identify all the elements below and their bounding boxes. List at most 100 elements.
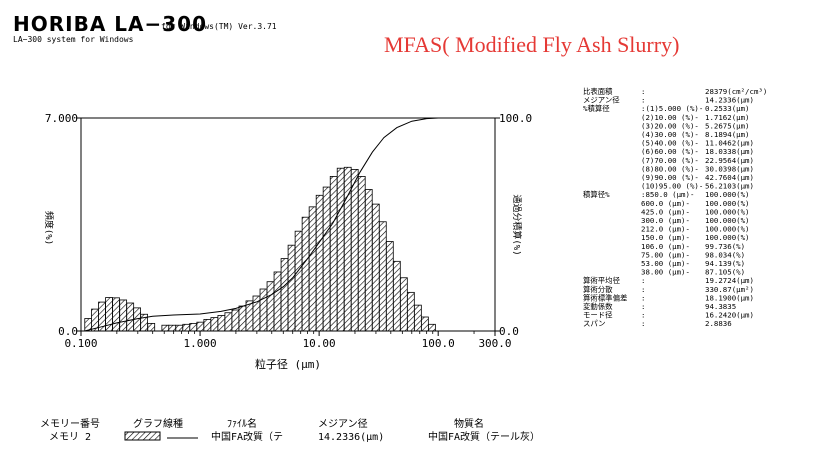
legend-memory-number: メモリ 2 xyxy=(49,432,91,443)
y-right-tick-label: 100.0 xyxy=(499,112,532,125)
stats-spec: (8)80.00 (%)- xyxy=(641,164,699,173)
stats-value: 2.8836 xyxy=(705,319,732,328)
frequency-bar xyxy=(182,323,191,332)
stats-label: 算術標準偏差 xyxy=(583,293,627,302)
legend-file-name: 中国FA改質（テ xyxy=(211,430,283,443)
stats-value: 11.0462(μm) xyxy=(705,139,754,148)
stats-value: 87.105(%) xyxy=(705,268,745,277)
legend-header-material: 物質名 xyxy=(454,417,484,430)
frequency-bar xyxy=(266,281,275,332)
stats-value: 30.0398(μm) xyxy=(705,164,754,173)
stats-spec: (10)95.00 (%)- xyxy=(641,182,703,191)
stats-label: 比表面積 xyxy=(583,87,613,96)
stats-value: 100.000(%) xyxy=(705,190,750,199)
stats-value: 100.000(%) xyxy=(705,225,750,234)
stats-spec: 106.0 (μm)- xyxy=(641,242,690,251)
stats-spec: 300.0 (μm)- xyxy=(641,216,690,225)
stats-value: 0.2533(μm) xyxy=(705,104,750,113)
y-left-tick-label: 7.000 xyxy=(45,112,78,125)
stats-spec: : xyxy=(641,293,645,302)
stats-label: 算術平均径 xyxy=(583,276,621,285)
frequency-bar xyxy=(287,244,296,332)
legend-table: メモリー番号 グラフ線種 ﾌｧｲﾙ名 メジアン径 物質名 メモリ 2 中国FA改… xyxy=(40,417,540,443)
stats-value: 42.7604(μm) xyxy=(705,173,754,182)
stats-spec: (6)60.00 (%)- xyxy=(641,147,699,156)
frequency-bar xyxy=(407,291,415,332)
stats-spec: (7)70.00 (%)- xyxy=(641,156,699,165)
stats-spec: (5)40.00 (%)- xyxy=(641,139,699,148)
legend-header-median: メジアン径 xyxy=(318,417,368,430)
stats-spec: : xyxy=(641,285,645,294)
frequency-bar xyxy=(175,324,184,332)
y-axis-left-title: 頻度(%) xyxy=(43,211,55,245)
frequency-bar xyxy=(385,241,394,332)
frequency-bar xyxy=(399,277,408,332)
stats-label: モード径 xyxy=(583,311,613,320)
stats-spec: (3)20.00 (%)- xyxy=(641,121,699,130)
stats-spec: (2)10.00 (%)- xyxy=(641,113,699,122)
stats-label: メジアン径 xyxy=(583,96,620,105)
stats-value: 16.2420(μm) xyxy=(705,311,754,320)
stats-value: 330.87(μm²) xyxy=(705,285,754,294)
stats-spec: : xyxy=(641,302,645,311)
stats-spec: 212.0 (μm)- xyxy=(641,225,690,234)
stats-value: 98.034(%) xyxy=(705,250,745,259)
legend-material-name: 中国FA改質（テール灰） xyxy=(428,430,540,443)
stats-spec: :850.0 (μm)- xyxy=(641,190,694,199)
frequency-bar xyxy=(119,299,128,332)
brand-version: for Windows(TM) Ver.3.71 xyxy=(161,22,277,31)
stats-spec: 425.0 (μm)- xyxy=(641,207,690,216)
frequency-bar xyxy=(428,323,436,332)
frequency-bar xyxy=(203,319,212,332)
frequency-bar xyxy=(238,305,247,332)
frequency-bar xyxy=(336,167,345,332)
stats-value: 1.7162(μm) xyxy=(705,113,750,122)
frequency-bar xyxy=(273,271,282,332)
stats-value: 28379(cm²/cm³) xyxy=(705,87,767,96)
stats-spec: 150.0 (μm)- xyxy=(641,233,690,242)
stats-spec: : xyxy=(641,319,645,328)
frequency-bar xyxy=(126,302,135,332)
frequency-bar xyxy=(147,322,156,332)
frequency-bar xyxy=(392,260,401,332)
frequency-bar xyxy=(414,304,422,332)
frequency-bar xyxy=(210,317,219,332)
plot-frame xyxy=(80,117,496,332)
x-tick-label: 100.0 xyxy=(422,337,455,350)
sample-title: MFAS( Modified Fly Ash Slurry) xyxy=(384,32,680,57)
frequency-bar xyxy=(224,312,233,332)
x-axis-title: 粒子径 (μm) xyxy=(255,357,321,371)
stats-spec: 53.00 (μm)- xyxy=(641,259,690,268)
stats-spec: : xyxy=(641,87,645,96)
stats-value: 56.2103(μm) xyxy=(705,182,754,191)
stats-value: 99.736(%) xyxy=(705,242,745,251)
frequency-bar xyxy=(378,221,387,332)
stats-value: 100.000(%) xyxy=(705,216,750,225)
legend-header-graph: グラフ線種 xyxy=(133,417,183,430)
frequency-bar xyxy=(112,297,120,332)
stats-value: 14.2336(μm) xyxy=(705,96,754,105)
stats-value: 19.2724(μm) xyxy=(705,276,754,285)
stats-value: 18.1900(μm) xyxy=(705,293,754,302)
stats-label: 算術分散 xyxy=(583,285,613,294)
stats-value: 8.1894(μm) xyxy=(705,130,750,139)
stats-value: 22.9564(μm) xyxy=(705,156,754,165)
x-tick-label: 0.100 xyxy=(64,337,97,350)
y-right-tick-label: 0.0 xyxy=(499,325,519,338)
stats-label: スパン xyxy=(583,319,606,328)
frequency-bar xyxy=(231,309,240,332)
frequency-bar xyxy=(294,230,303,332)
system-line: LA−300 system for Windows xyxy=(13,35,134,44)
stats-spec: (4)30.00 (%)- xyxy=(641,130,699,139)
frequency-bar xyxy=(350,169,359,332)
stats-spec: 600.0 (μm)- xyxy=(641,199,690,208)
frequency-bar xyxy=(280,258,289,332)
cumulative-curve xyxy=(84,117,439,332)
frequency-bar xyxy=(315,194,324,332)
frequency-bar xyxy=(217,315,226,332)
frequency-bar xyxy=(364,189,373,332)
x-tick-label: 10.00 xyxy=(303,337,336,350)
x-tick-label: 1.000 xyxy=(184,337,217,350)
